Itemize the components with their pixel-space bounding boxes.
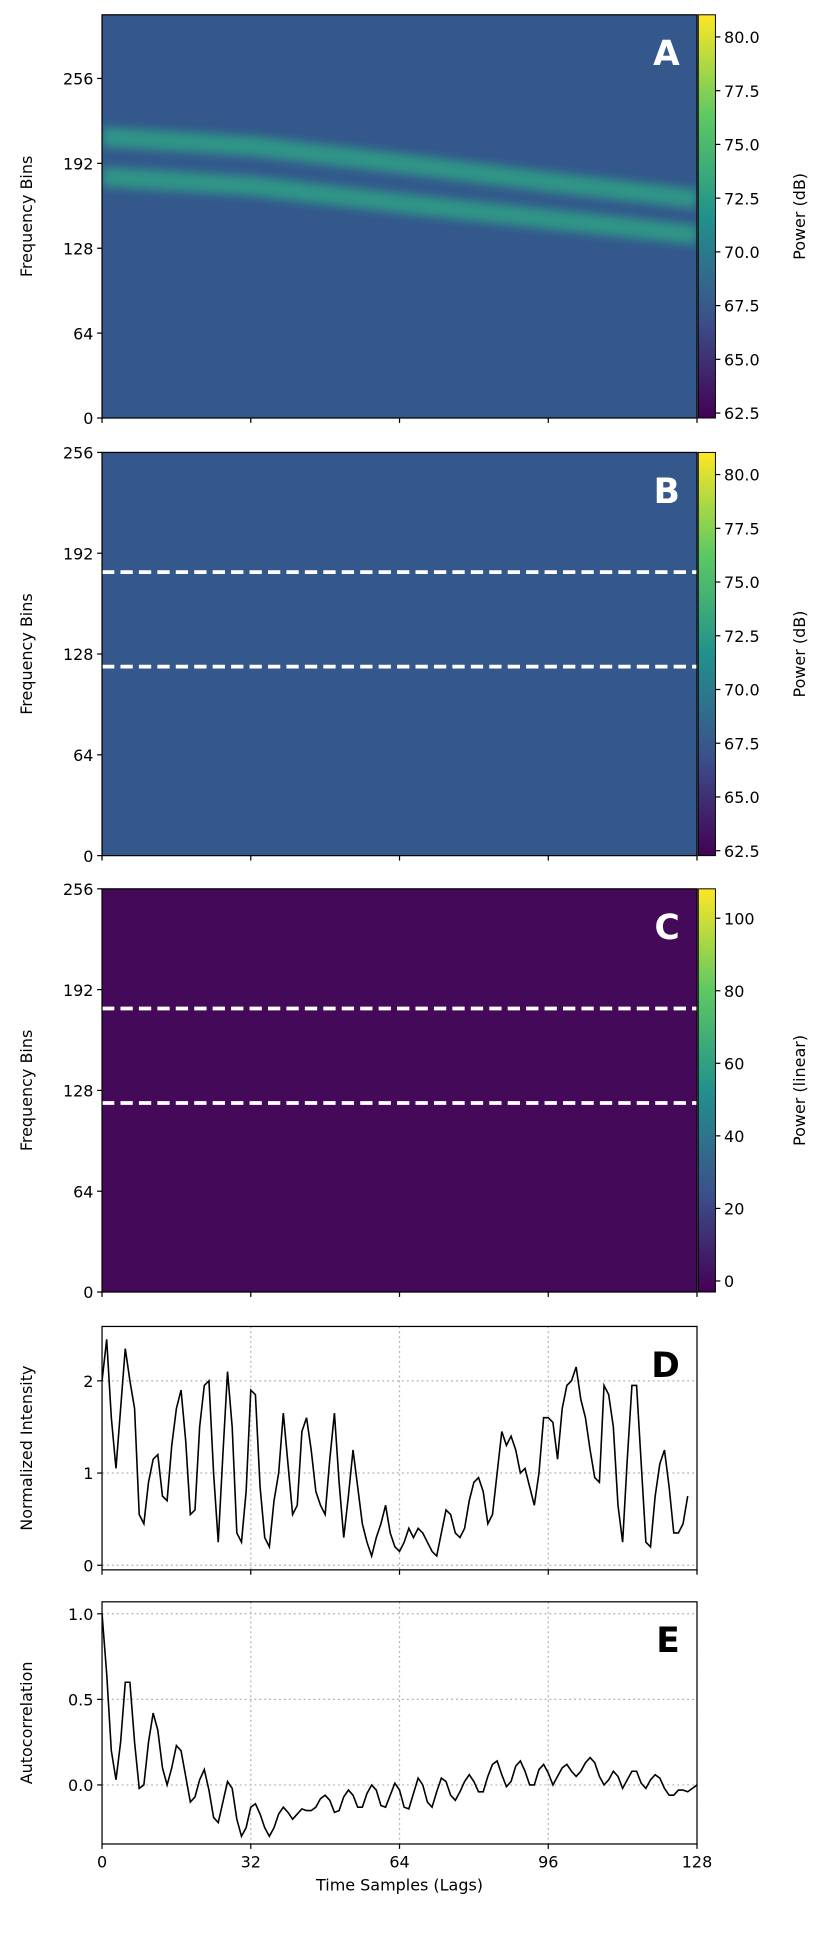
colorbar-tick-label: 72.5 [724, 189, 760, 208]
colorbar-tick-label: 65.0 [724, 788, 760, 807]
colorbar-tick-label: 77.5 [724, 519, 760, 538]
y-tick-label: 192 [63, 544, 93, 563]
colorbar-tick-label: 65.0 [724, 350, 760, 369]
x-tick-label: 128 [682, 1852, 712, 1871]
y-axis-label: Frequency Bins [17, 593, 36, 714]
y-tick-label: 192 [63, 154, 93, 173]
data-line [102, 1339, 689, 1559]
x-tick-label: 96 [538, 1852, 558, 1871]
y-tick-label: 0 [83, 1556, 93, 1575]
colorbar-tick-label: 80.0 [724, 28, 760, 47]
y-axis-label: Normalized Intensity [17, 1366, 36, 1531]
y-tick-label: 1.0 [68, 1605, 93, 1624]
x-tick-label: 64 [389, 1852, 409, 1871]
colorbar-tick-label: 70.0 [724, 243, 760, 262]
colorbar [697, 14, 716, 419]
plot-area [102, 1326, 698, 1570]
colorbar-tick-label: 72.5 [724, 627, 760, 646]
y-tick-label: 192 [63, 981, 93, 1000]
panel-letter: E [656, 1621, 680, 1661]
y-tick-label: 0.5 [68, 1691, 93, 1710]
y-tick-label: 256 [63, 444, 93, 463]
y-tick-label: 64 [73, 1182, 93, 1201]
ridge [102, 127, 698, 209]
panel-letter: A [653, 34, 680, 74]
y-tick-label: 64 [73, 324, 93, 343]
y-tick-label: 0 [83, 409, 93, 428]
ridge [102, 166, 698, 245]
y-tick-label: 128 [63, 1082, 93, 1101]
colorbar-tick-label: 77.5 [724, 82, 760, 101]
colorbar-tick-label: 40 [724, 1127, 744, 1146]
plot-background [102, 1601, 698, 1844]
colorbar-tick-label: 100 [724, 909, 754, 928]
y-tick-label: 128 [63, 239, 93, 258]
colorbar-tick-label: 0 [724, 1272, 734, 1291]
y-tick-label: 0 [83, 847, 93, 866]
plot-area [102, 1601, 698, 1844]
colorbar-tick-label: 67.5 [724, 297, 760, 316]
y-axis-label: Frequency Bins [17, 1030, 36, 1151]
x-tick-label: 0 [97, 1852, 107, 1871]
colorbar [697, 451, 716, 857]
y-tick-label: 256 [63, 70, 93, 89]
plot-area [102, 14, 698, 419]
colorbar-tick-label: 62.5 [724, 404, 760, 423]
panel-letter: C [655, 908, 680, 948]
plot-area [102, 452, 698, 856]
plot-area [102, 888, 698, 1293]
colorbar-tick-label: 60 [724, 1054, 744, 1073]
colorbar-tick-label: 20 [724, 1200, 744, 1219]
y-tick-label: 64 [73, 746, 93, 765]
x-axis-label: Time Samples (Lags) [315, 1876, 483, 1895]
colorbar [697, 888, 716, 1293]
y-tick-label: 128 [63, 645, 93, 664]
x-tick-label: 32 [241, 1852, 261, 1871]
colorbar-label: Power (dB) [790, 173, 809, 260]
y-axis-label: Autocorrelation [17, 1662, 36, 1785]
y-tick-label: 0 [83, 1283, 93, 1302]
colorbar-tick-label: 75.0 [724, 136, 760, 155]
heatmap-background [102, 888, 698, 1293]
colorbar-label: Power (dB) [790, 611, 809, 698]
y-tick-label: 256 [63, 880, 93, 899]
colorbar-tick-label: 62.5 [724, 842, 760, 861]
colorbar-tick-label: 80 [724, 982, 744, 1001]
y-tick-label: 2 [83, 1372, 93, 1391]
colorbar-label: Power (linear) [790, 1035, 809, 1146]
y-tick-label: 1 [83, 1464, 93, 1483]
colorbar-tick-label: 70.0 [724, 681, 760, 700]
panel-letter: D [651, 1346, 680, 1386]
heatmap-background [102, 452, 698, 856]
y-tick-label: 0.0 [68, 1776, 93, 1795]
panel-letter: B [654, 472, 680, 512]
data-line [102, 1613, 698, 1839]
y-axis-label: Frequency Bins [17, 156, 36, 277]
colorbar-tick-label: 67.5 [724, 734, 760, 753]
colorbar-tick-label: 80.0 [724, 466, 760, 485]
colorbar-tick-label: 75.0 [724, 573, 760, 592]
